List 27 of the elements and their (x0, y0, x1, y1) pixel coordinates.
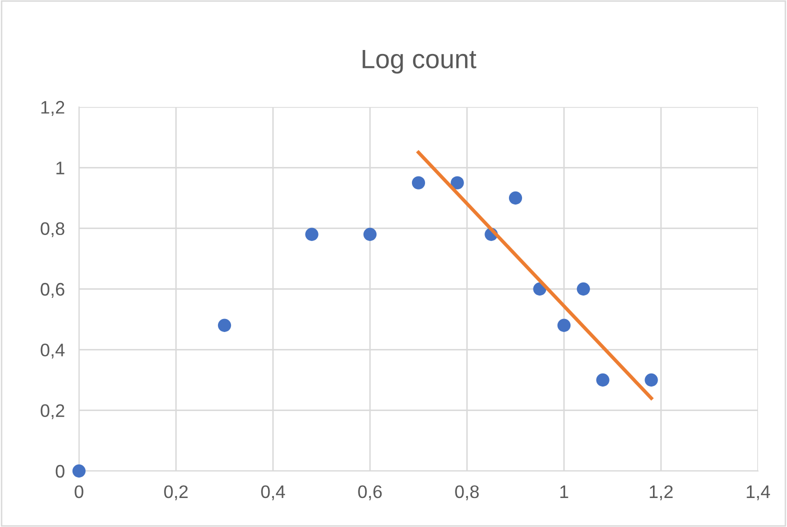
x-tick-label: 1,4 (746, 486, 770, 500)
point (596, 373, 610, 387)
chart-title: Log count (362, 50, 476, 74)
point (557, 318, 571, 332)
x-tick-label: 0,2 (164, 485, 188, 500)
point (450, 176, 464, 190)
point (305, 228, 318, 241)
y-tick-label: 0,6 (40, 282, 64, 298)
x-tick-label: 1,2 (650, 485, 673, 500)
point (363, 228, 377, 241)
y-tick-label: 0,8 (40, 222, 64, 238)
y-tick-label: 1 (56, 162, 64, 174)
point (508, 191, 522, 205)
x-tick-label: 0 (74, 485, 84, 498)
x-tick-label: 0,4 (261, 485, 286, 500)
x-tick-label: 0,6 (358, 485, 382, 500)
y-tick-label: 0,4 (40, 344, 65, 359)
y-tick-label: 1,2 (41, 100, 64, 116)
point (72, 464, 86, 478)
point (576, 282, 590, 296)
x-tick-label: 1 (560, 486, 568, 498)
y-tick-label: 0 (56, 464, 64, 478)
x-tick-label: 0,8 (455, 485, 479, 500)
y-tick-label: 0,2 (40, 404, 64, 420)
point (412, 176, 426, 190)
point (644, 373, 658, 387)
point (218, 318, 232, 332)
